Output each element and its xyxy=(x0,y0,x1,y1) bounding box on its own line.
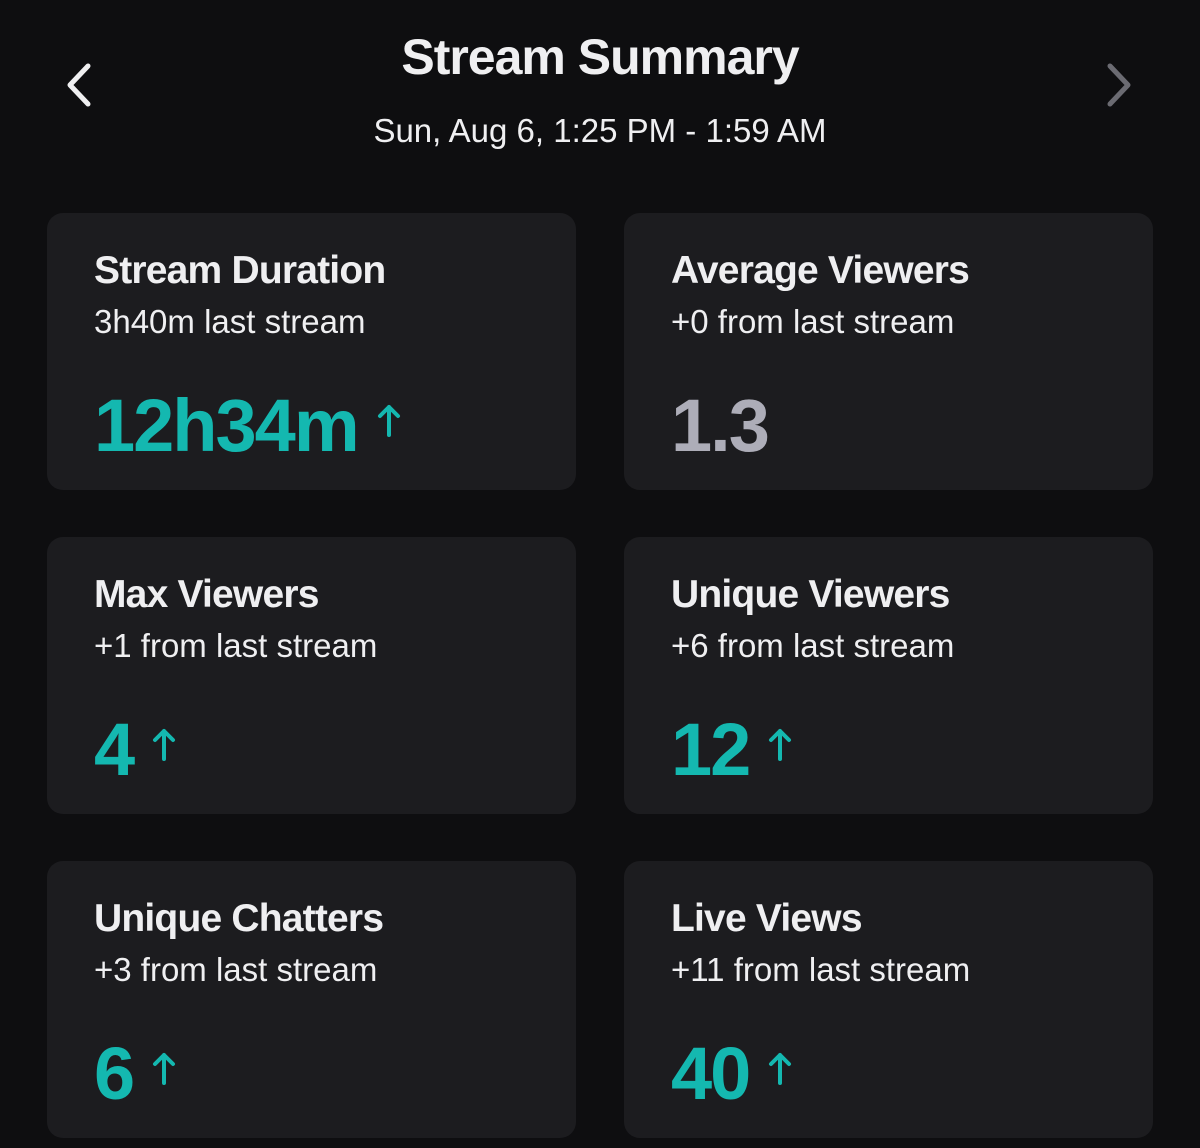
card-comparison: +11 from last stream xyxy=(671,951,971,988)
card-title: Max Viewers xyxy=(94,573,319,616)
page-subtitle: Sun, Aug 6, 1:25 PM - 1:59 AM xyxy=(373,112,827,149)
card-comparison: +0 from last stream xyxy=(671,303,955,340)
card-value: 6 xyxy=(94,1032,135,1115)
stat-card: Max Viewers +1 from last stream 4 xyxy=(47,537,576,814)
next-button[interactable] xyxy=(1102,62,1138,108)
stat-card: Average Viewers +0 from last stream 1.3 xyxy=(624,213,1153,490)
page-title: Stream Summary xyxy=(401,29,799,85)
card-title: Live Views xyxy=(671,897,863,940)
card-title: Unique Viewers xyxy=(671,573,950,616)
card-comparison: +6 from last stream xyxy=(671,627,955,664)
trend-arrow xyxy=(769,1052,792,1085)
stat-card: Stream Duration 3h40m last stream 12h34m xyxy=(47,213,576,490)
card-value: 1.3 xyxy=(671,384,770,467)
card-value-row: 6 xyxy=(94,1031,177,1116)
card-title: Stream Duration xyxy=(94,249,386,292)
card-value-row: 40 xyxy=(671,1031,793,1116)
card-title: Average Viewers xyxy=(671,249,970,292)
stat-card: Unique Viewers +6 from last stream 12 xyxy=(624,537,1153,814)
card-value: 12 xyxy=(671,708,751,791)
card-value-row: 12h34m xyxy=(94,383,402,468)
back-button[interactable] xyxy=(62,62,98,108)
stat-card: Unique Chatters +3 from last stream 6 xyxy=(47,861,576,1138)
card-value-row: 4 xyxy=(94,707,177,792)
card-title: Unique Chatters xyxy=(94,897,384,940)
trend-arrow xyxy=(769,728,792,761)
card-comparison: +3 from last stream xyxy=(94,951,378,988)
card-comparison: 3h40m last stream xyxy=(94,303,366,340)
card-value-row: 1.3 xyxy=(671,383,770,468)
trend-arrow xyxy=(153,1052,176,1085)
card-value: 4 xyxy=(94,708,135,791)
trend-arrow xyxy=(153,728,176,761)
card-value: 40 xyxy=(671,1032,751,1115)
stat-card: Live Views +11 from last stream 40 xyxy=(624,861,1153,1138)
card-comparison: +1 from last stream xyxy=(94,627,378,664)
card-value-row: 12 xyxy=(671,707,793,792)
card-value: 12h34m xyxy=(94,384,360,467)
trend-arrow xyxy=(377,404,400,437)
